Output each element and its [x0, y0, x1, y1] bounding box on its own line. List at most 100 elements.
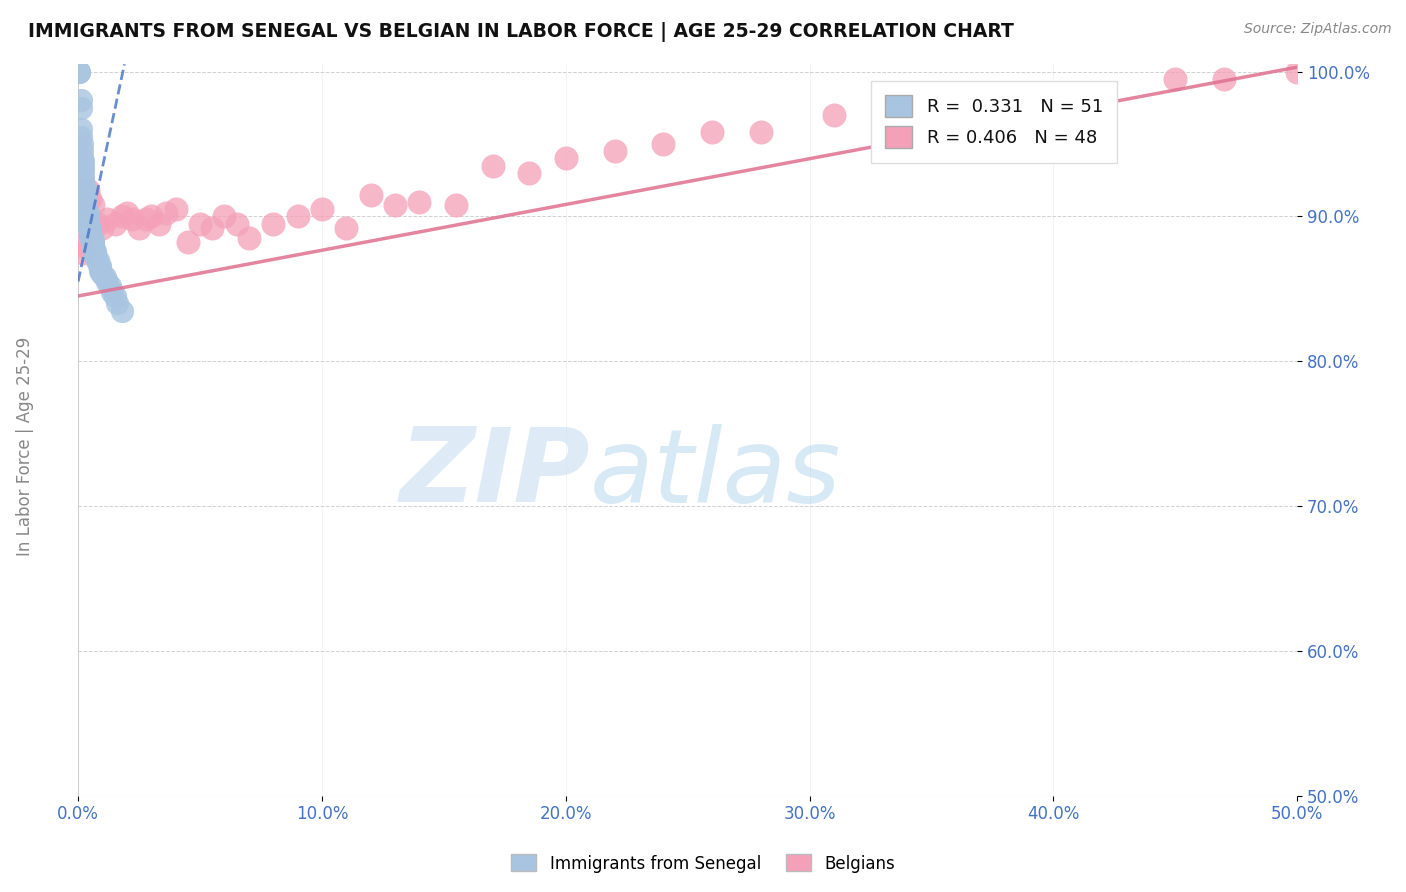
Point: [89, 259, 111, 273]
Point: [384, 198, 406, 212]
Point: [84, 250, 107, 264]
Point: [214, 210, 236, 224]
Point: [75, 202, 97, 216]
Point: [311, 202, 333, 216]
Point: [1091, 125, 1114, 139]
Point: [115, 206, 138, 220]
Point: [121, 212, 143, 227]
Point: [70, 152, 93, 166]
Point: [75, 194, 97, 209]
Point: [287, 210, 309, 224]
Point: [238, 231, 260, 245]
Point: [96, 212, 118, 227]
Point: [75, 194, 97, 209]
Point: [86, 252, 108, 267]
Point: [335, 221, 357, 235]
Point: [76, 219, 98, 234]
Point: [89, 261, 111, 276]
Point: [225, 217, 247, 231]
Legend: Immigrants from Senegal, Belgians: Immigrants from Senegal, Belgians: [505, 847, 901, 880]
Point: [98, 278, 121, 293]
Point: [101, 285, 124, 299]
Point: [76, 212, 98, 227]
Point: [896, 101, 918, 115]
Point: [135, 212, 157, 227]
Point: [84, 244, 107, 259]
Point: [700, 125, 723, 139]
Point: [111, 303, 134, 318]
Text: atlas: atlas: [591, 424, 842, 524]
Point: [69, 122, 91, 136]
Point: [72, 169, 94, 183]
Point: [75, 199, 97, 213]
Point: [76, 206, 98, 220]
Point: [72, 178, 94, 192]
Point: [128, 221, 150, 235]
Text: Source: ZipAtlas.com: Source: ZipAtlas.com: [1244, 22, 1392, 37]
Legend: R =  0.331   N = 51, R = 0.406   N = 48: R = 0.331 N = 51, R = 0.406 N = 48: [870, 80, 1118, 162]
Point: [72, 159, 94, 173]
Point: [444, 198, 467, 212]
Point: [82, 238, 104, 252]
Point: [84, 247, 107, 261]
Point: [69, 129, 91, 144]
Point: [188, 217, 211, 231]
Point: [67, 64, 90, 78]
Point: [89, 264, 111, 278]
Point: [155, 206, 177, 220]
Point: [76, 183, 98, 197]
Point: [360, 187, 382, 202]
Point: [79, 221, 101, 235]
Point: [201, 221, 224, 235]
Point: [72, 245, 94, 260]
Point: [481, 159, 503, 173]
Point: [1164, 71, 1187, 86]
Point: [82, 235, 104, 250]
Point: [69, 94, 91, 108]
Point: [105, 296, 128, 310]
Point: [72, 163, 94, 178]
Point: [652, 136, 675, 151]
Point: [749, 125, 772, 139]
Point: [554, 152, 576, 166]
Point: [70, 144, 93, 158]
Text: In Labor Force | Age 25-29: In Labor Force | Age 25-29: [17, 336, 34, 556]
Point: [75, 180, 97, 194]
Point: [969, 90, 991, 104]
Point: [823, 108, 845, 122]
Point: [91, 221, 114, 235]
Point: [79, 229, 101, 244]
Point: [82, 241, 104, 255]
Point: [82, 198, 104, 212]
Point: [148, 217, 170, 231]
Point: [262, 217, 284, 231]
Point: [70, 136, 93, 151]
Point: [104, 289, 127, 303]
Point: [1213, 71, 1236, 86]
Point: [94, 270, 117, 285]
Point: [111, 210, 134, 224]
Point: [79, 224, 101, 238]
Point: [1042, 101, 1064, 115]
Point: [72, 154, 94, 169]
Point: [1286, 64, 1309, 78]
Point: [75, 183, 97, 197]
Text: ZIP: ZIP: [399, 424, 591, 524]
Point: [603, 144, 626, 158]
Point: [517, 166, 540, 180]
Point: [86, 217, 108, 231]
Point: [96, 275, 118, 289]
Point: [177, 235, 200, 250]
Point: [79, 227, 101, 241]
Point: [104, 217, 127, 231]
Point: [86, 256, 108, 270]
Text: IMMIGRANTS FROM SENEGAL VS BELGIAN IN LABOR FORCE | AGE 25-29 CORRELATION CHART: IMMIGRANTS FROM SENEGAL VS BELGIAN IN LA…: [28, 22, 1014, 42]
Point: [91, 268, 114, 282]
Point: [69, 101, 91, 115]
Point: [75, 192, 97, 206]
Point: [75, 187, 97, 202]
Point: [69, 238, 91, 252]
Point: [76, 215, 98, 229]
Point: [165, 202, 187, 216]
Point: [76, 210, 98, 224]
